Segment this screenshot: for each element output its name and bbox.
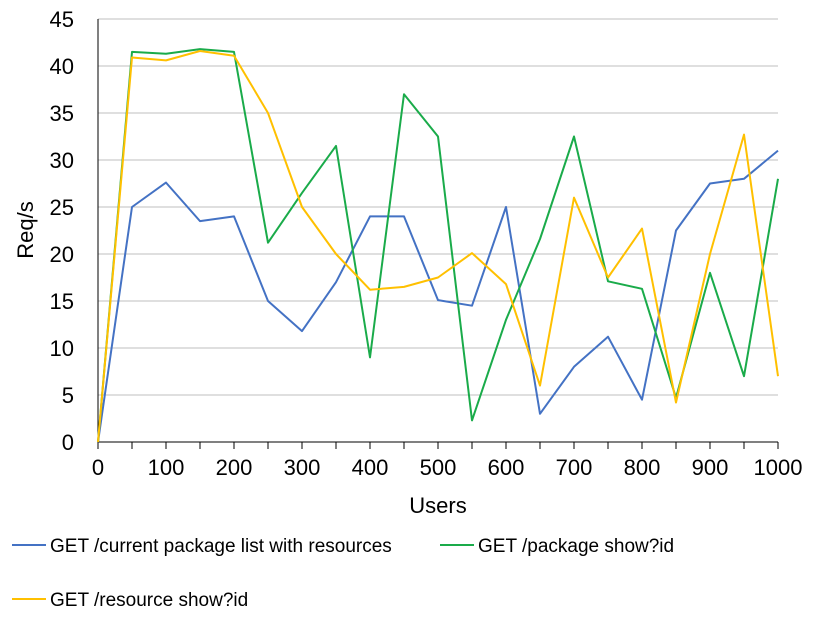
x-axis-title: Users (409, 493, 466, 518)
x-tick-labels: 0 100 200 300 400 500 600 700 800 900 1000 (92, 442, 803, 480)
legend-label-3: GET /resource show?id (50, 590, 248, 611)
y-tick-label-40: 40 (50, 54, 74, 79)
legend-label-2: GET /package show?id (478, 536, 674, 557)
y-tick-label-30: 30 (50, 148, 74, 173)
y-tick-label-25: 25 (50, 195, 74, 220)
series-line-3 (97, 50, 779, 443)
x-tick-label-200: 200 (216, 455, 253, 480)
legend-label-1: GET /current package list with resources (50, 536, 392, 557)
y-tick-label-15: 15 (50, 289, 74, 314)
x-tick-label-500: 500 (420, 455, 457, 480)
x-tick-label-0: 0 (92, 455, 104, 480)
y-tick-label-45: 45 (50, 7, 74, 32)
x-tick-label-600: 600 (488, 455, 525, 480)
y-tick-labels: 0 5 10 15 20 25 30 35 40 45 (50, 7, 74, 455)
legend: GET /current package list with resources… (12, 536, 674, 611)
x-tick-label-400: 400 (352, 455, 389, 480)
y-tick-label-35: 35 (50, 101, 74, 126)
y-tick-label-5: 5 (62, 383, 74, 408)
series-lines (97, 48, 779, 443)
x-tick-label-300: 300 (284, 455, 321, 480)
x-tick-label-900: 900 (692, 455, 729, 480)
y-axis-title: Req/s (13, 201, 38, 258)
x-tick-label-100: 100 (148, 455, 185, 480)
y-tick-label-0: 0 (62, 430, 74, 455)
x-tick-label-800: 800 (624, 455, 661, 480)
series-line-1 (97, 149, 779, 443)
series-line-2 (97, 48, 779, 443)
gridlines (98, 18, 778, 396)
y-tick-label-10: 10 (50, 336, 74, 361)
x-tick-label-1000: 1000 (754, 455, 803, 480)
y-tick-label-20: 20 (50, 242, 74, 267)
x-tick-label-700: 700 (556, 455, 593, 480)
